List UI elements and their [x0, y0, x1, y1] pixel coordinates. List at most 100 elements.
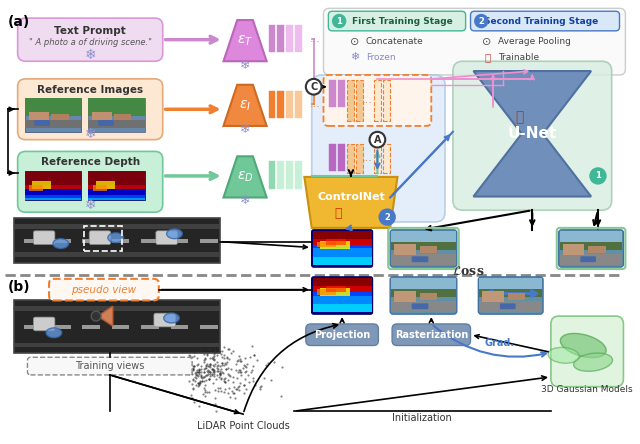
Bar	[24, 171, 81, 200]
Point	[236, 371, 246, 378]
Point	[210, 386, 220, 393]
Bar	[313, 231, 371, 240]
Point	[216, 376, 226, 383]
Point	[195, 380, 205, 387]
Point	[205, 370, 216, 377]
Point	[215, 371, 225, 378]
Point	[208, 354, 218, 361]
Bar	[13, 252, 220, 257]
Point	[193, 373, 204, 380]
Ellipse shape	[108, 233, 124, 242]
Point	[204, 345, 214, 353]
Point	[193, 381, 204, 388]
Point	[195, 378, 205, 385]
Point	[189, 362, 199, 369]
Text: Average Pooling: Average Pooling	[498, 37, 571, 46]
Point	[212, 372, 222, 379]
Point	[221, 358, 232, 365]
Point	[192, 369, 202, 376]
Point	[187, 354, 197, 361]
Point	[204, 388, 214, 395]
Point	[188, 352, 198, 359]
Point	[184, 352, 195, 359]
FancyBboxPatch shape	[551, 316, 623, 387]
Point	[239, 381, 250, 388]
Bar	[24, 99, 81, 132]
Point	[200, 389, 210, 396]
Bar	[374, 143, 381, 173]
Bar	[171, 239, 188, 242]
Point	[208, 369, 218, 376]
Point	[209, 401, 220, 408]
Point	[217, 359, 227, 366]
Bar	[24, 325, 41, 329]
Point	[209, 366, 220, 373]
Text: ...: ...	[310, 34, 321, 44]
Point	[194, 369, 204, 376]
Point	[248, 374, 258, 381]
Point	[228, 374, 238, 381]
Text: U-Net: U-Net	[508, 126, 557, 141]
Bar	[24, 171, 81, 185]
FancyBboxPatch shape	[392, 324, 470, 345]
Point	[234, 387, 244, 394]
Bar	[29, 185, 43, 190]
Point	[202, 389, 212, 396]
Circle shape	[590, 168, 606, 184]
Point	[218, 369, 228, 377]
Text: C: C	[310, 82, 317, 92]
Point	[192, 372, 202, 379]
Circle shape	[306, 79, 321, 95]
Text: ⊙: ⊙	[483, 37, 492, 47]
Bar	[356, 143, 363, 173]
Point	[188, 376, 198, 383]
Point	[231, 385, 241, 392]
Bar	[295, 25, 302, 52]
Point	[223, 356, 234, 363]
Bar	[24, 185, 81, 189]
Text: A: A	[374, 135, 381, 145]
Point	[196, 372, 206, 379]
Bar	[313, 239, 371, 245]
Point	[209, 367, 219, 374]
Point	[217, 353, 227, 361]
Text: ⊙: ⊙	[350, 37, 360, 47]
Point	[204, 375, 214, 382]
Point	[218, 375, 228, 382]
Bar	[313, 278, 371, 287]
Point	[248, 377, 258, 385]
Point	[246, 366, 257, 373]
Point	[207, 365, 217, 372]
Point	[244, 353, 255, 361]
Bar	[391, 289, 456, 297]
Bar	[383, 80, 390, 121]
Point	[232, 386, 242, 393]
Text: ...: ...	[362, 95, 373, 105]
Text: (a): (a)	[8, 15, 30, 29]
Point	[212, 365, 222, 372]
Point	[203, 362, 213, 369]
Text: ❄: ❄	[84, 198, 96, 212]
Point	[208, 361, 218, 368]
Bar	[200, 239, 218, 242]
Text: Concatenate: Concatenate	[365, 37, 424, 46]
Point	[216, 388, 226, 395]
Bar	[93, 185, 107, 190]
Point	[209, 360, 220, 367]
Bar	[13, 301, 220, 353]
Bar	[313, 249, 371, 257]
Bar	[391, 242, 456, 250]
Bar	[317, 289, 336, 294]
Text: ...: ...	[362, 153, 373, 163]
Text: 🔥: 🔥	[484, 52, 490, 62]
Point	[244, 379, 255, 386]
Point	[200, 365, 211, 372]
Point	[213, 366, 223, 373]
Bar	[479, 301, 542, 312]
Bar	[88, 185, 145, 189]
Point	[195, 378, 205, 385]
Point	[223, 371, 233, 378]
Bar	[269, 161, 275, 189]
Text: Reference Depth: Reference Depth	[40, 157, 140, 167]
Point	[233, 369, 243, 376]
